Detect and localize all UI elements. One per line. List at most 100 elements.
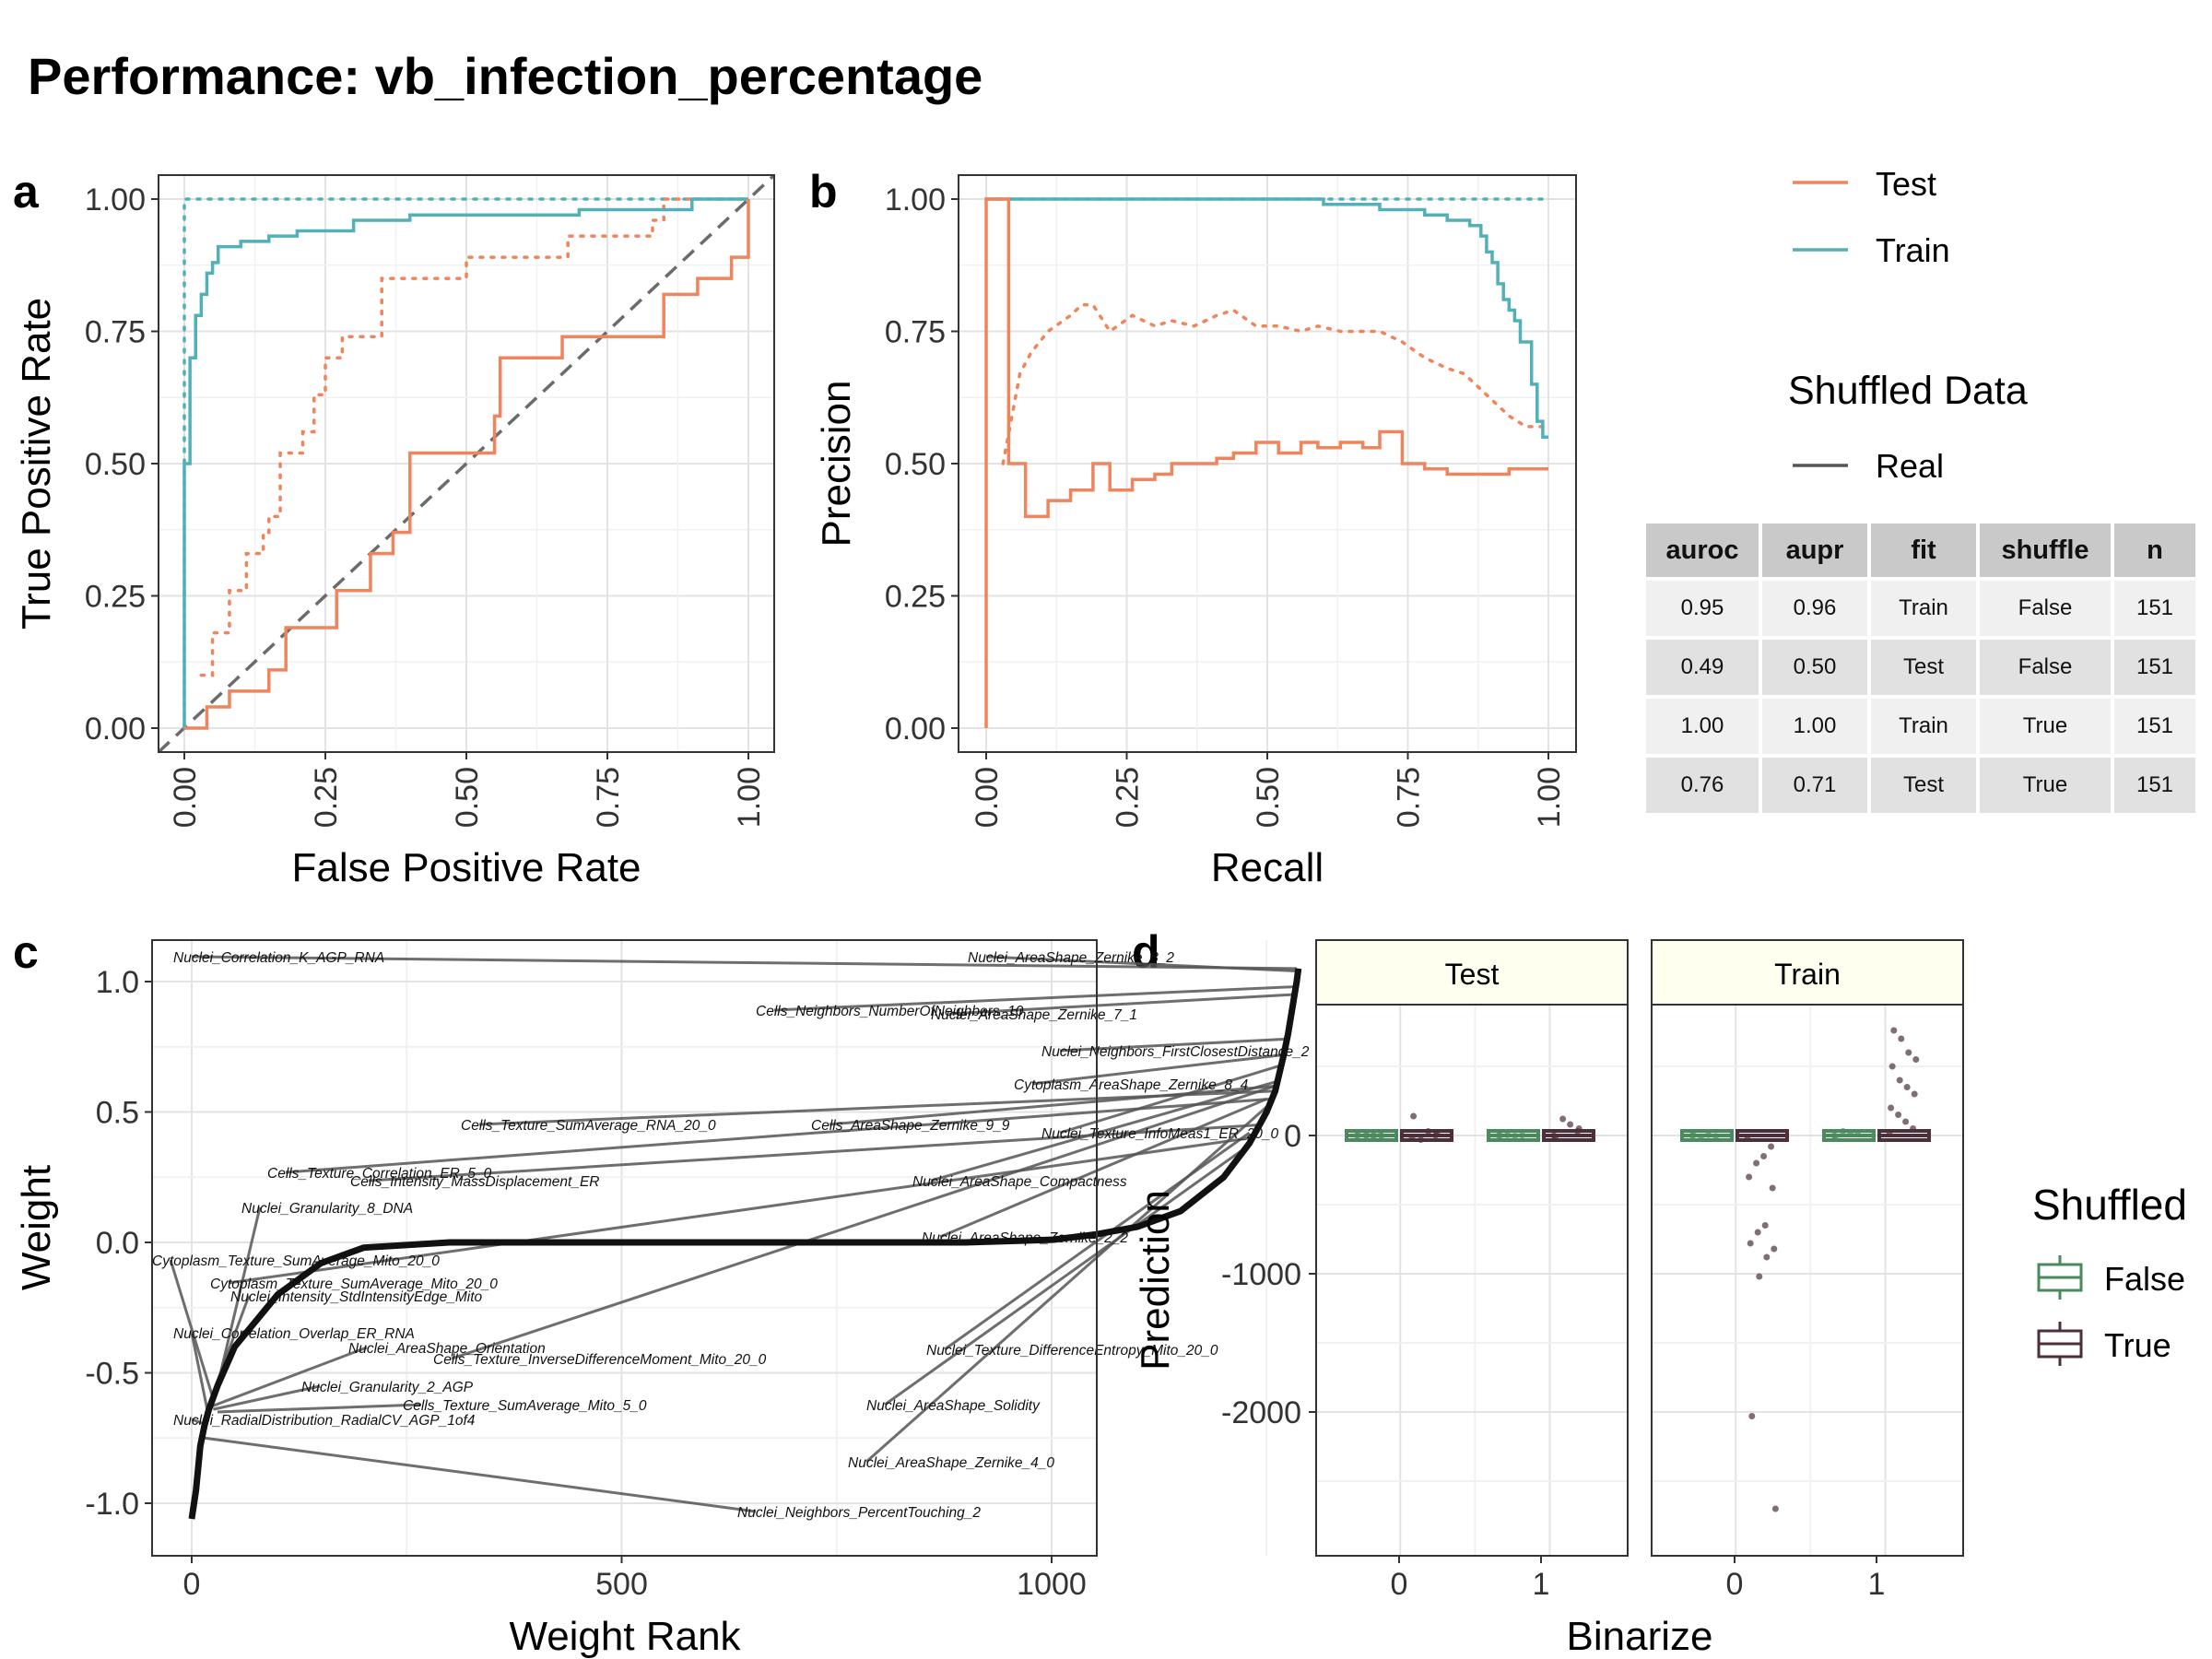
weight-feature-labels: Nuclei_Correlation_K_AGP_RNA Cells_Neighb…: [152, 950, 1310, 1521]
prediction-point: [1371, 1132, 1378, 1139]
prediction-y-axis-label: Prediction: [1133, 1190, 1178, 1371]
b-xtick-label: 0.50: [1251, 767, 1286, 828]
weight-label-segment: [939, 1097, 1267, 1239]
prediction-point: [1756, 1273, 1763, 1280]
b-ytick-label: 1.00: [885, 182, 946, 218]
weight-label-segment: [1031, 1053, 1286, 1086]
a-ytick-label: 0.25: [85, 580, 146, 615]
prediction-grid: [1316, 1005, 1963, 1556]
weight-label-segment: [217, 1403, 422, 1414]
weight-ytick-label: 0.0: [96, 1226, 139, 1261]
b-xtick-label: 1.00: [1532, 767, 1567, 828]
weight-label-segment: [865, 1105, 1268, 1464]
a-train-line: [182, 197, 748, 728]
weight-label-segment: [285, 1097, 1272, 1174]
weight-feature-label: Nuclei_AreaShape_Compactness: [912, 1174, 1127, 1190]
roc-panel: 0.00 0.25 0.50 0.75 1.00 0.00 0.25 0.50 0.75 1.00…: [14, 173, 776, 890]
weight-label-segment: [1059, 1037, 1288, 1053]
prediction-point: [1747, 1240, 1754, 1247]
prediction-point: [1912, 1056, 1920, 1063]
prediction-point: [1744, 1134, 1751, 1140]
table-cell-fit: Test: [1871, 640, 1976, 695]
table-cell-aupr: 0.96: [1762, 581, 1867, 636]
prediction-point: [1888, 1063, 1896, 1070]
weight-feature-label: Cells_Texture_SumAverage_RNA_20_0: [461, 1118, 716, 1134]
prediction-point: [1903, 1084, 1911, 1090]
weight-xtick-label: 500: [595, 1567, 648, 1602]
weight-feature-label: Cytoplasm_Texture_SumAverage_Mito_20_0: [152, 1253, 440, 1269]
weight-ytick-label: 0.5: [96, 1096, 139, 1131]
b-xtick-label: 0.75: [1392, 767, 1427, 828]
weight-feature-label: Nuclei_Neighbors_PercentTouching_2: [737, 1505, 981, 1521]
a-xtick-label: 1.00: [732, 767, 767, 828]
prediction-ticks: -2000 -1000 0 0 1 0 1: [1221, 1119, 1885, 1602]
weight-label-segment: [209, 1346, 368, 1408]
facet-strip-test: [1315, 939, 1629, 1006]
legend-test-label: Test: [1876, 165, 1936, 203]
prediction-point: [1768, 1143, 1775, 1150]
weight-label-segment: [191, 955, 1297, 971]
prediction-xtick-label: 0: [1726, 1567, 1744, 1602]
prediction-point: [1761, 1222, 1769, 1229]
facet-label-test: Test: [1445, 958, 1500, 991]
metrics-table: auroc aupr fit shuffle n 0.95 0.96 Train…: [1642, 520, 2199, 817]
prediction-xtick-label: 0: [1391, 1567, 1408, 1602]
prediction-point: [1418, 1136, 1425, 1143]
metrics-header-n: n: [2114, 524, 2195, 577]
prediction-plot-background: [1652, 1005, 1963, 1556]
prediction-point: [1771, 1245, 1778, 1253]
prediction-point: [1363, 1132, 1371, 1139]
weight-label-segment: [948, 993, 1293, 1016]
prediction-point: [1567, 1121, 1574, 1128]
weight-feature-label: Nuclei_AreaShape_Orientation: [348, 1341, 546, 1357]
prediction-point: [1698, 1133, 1705, 1140]
prediction-point: [1760, 1153, 1768, 1159]
prediction-point: [1378, 1132, 1385, 1139]
weight-xtick-label: 0: [183, 1567, 201, 1602]
facet-strip-train: [1651, 939, 1964, 1006]
a-xtick-label: 0.75: [591, 767, 626, 828]
prediction-point: [1746, 1173, 1753, 1181]
table-cell-auroc: 0.76: [1646, 758, 1759, 813]
table-cell-n: 151: [2114, 758, 2195, 813]
prediction-point: [1690, 1132, 1698, 1139]
metrics-header-fit: fit: [1871, 524, 1976, 577]
weight-feature-label: Nuclei_RadialDistribution_RadialCV_AGP_1…: [173, 1413, 476, 1429]
weight-panel: Nuclei_Correlation_K_AGP_RNA Cells_Neighb…: [14, 939, 1310, 1659]
weight-feature-label: Nuclei_Granularity_8_DNA: [241, 1201, 413, 1217]
table-row: 0.95 0.96 Train False 151: [1646, 581, 2195, 636]
b-ytick-label: 0.75: [885, 315, 946, 350]
prediction-ytick-label: 0: [1284, 1119, 1301, 1154]
weight-grid: [152, 940, 1268, 1556]
prediction-point: [1712, 1133, 1720, 1140]
weight-feature-label: Nuclei_AreaShape_Zernike_2_2: [922, 1230, 1128, 1246]
weight-ytick-label: 1.0: [96, 965, 139, 1000]
table-cell-shuffle: False: [1980, 581, 2111, 636]
pr-y-axis-label: Precision: [814, 381, 859, 547]
prediction-point: [1902, 1118, 1910, 1125]
pr-ticks: 0.00 0.25 0.50 0.75 1.00 0.00 0.25 0.50 0.75 1.00: [885, 182, 1567, 828]
prediction-point: [1895, 1112, 1902, 1118]
prediction-point: [1410, 1112, 1418, 1120]
prediction-point: [1840, 1128, 1847, 1135]
weight-feature-label: Nuclei_Neighbors_FirstClosestDistance_2: [1041, 1044, 1310, 1060]
roc-y-axis-label: True Positive Rate: [14, 298, 59, 629]
table-cell-fit: Test: [1871, 758, 1976, 813]
table-cell-n: 151: [2114, 581, 2195, 636]
a-test-line: [184, 199, 750, 730]
prediction-point: [1763, 1253, 1771, 1261]
legend-real-label: Real: [1876, 447, 1944, 485]
weight-feature-label: Cells_Texture_InverseDifferenceMoment_Mi…: [433, 1352, 767, 1368]
prediction-ytick-label: -1000: [1221, 1257, 1301, 1292]
prediction-point: [1910, 1125, 1917, 1132]
a-ytick-label: 0.50: [85, 447, 146, 482]
prediction-point: [1896, 1077, 1903, 1084]
prediction-x-axis-label: Binarize: [1567, 1614, 1713, 1659]
facet-label-train: Train: [1774, 958, 1841, 991]
table-cell-aupr: 0.50: [1762, 640, 1867, 695]
weight-feature-label: Nuclei_AreaShape_Zernike_8_2: [968, 950, 1174, 966]
table-cell-aupr: 0.71: [1762, 758, 1867, 813]
weight-label-segment: [829, 1084, 1277, 1126]
weight-plot-border: [151, 939, 1098, 1557]
